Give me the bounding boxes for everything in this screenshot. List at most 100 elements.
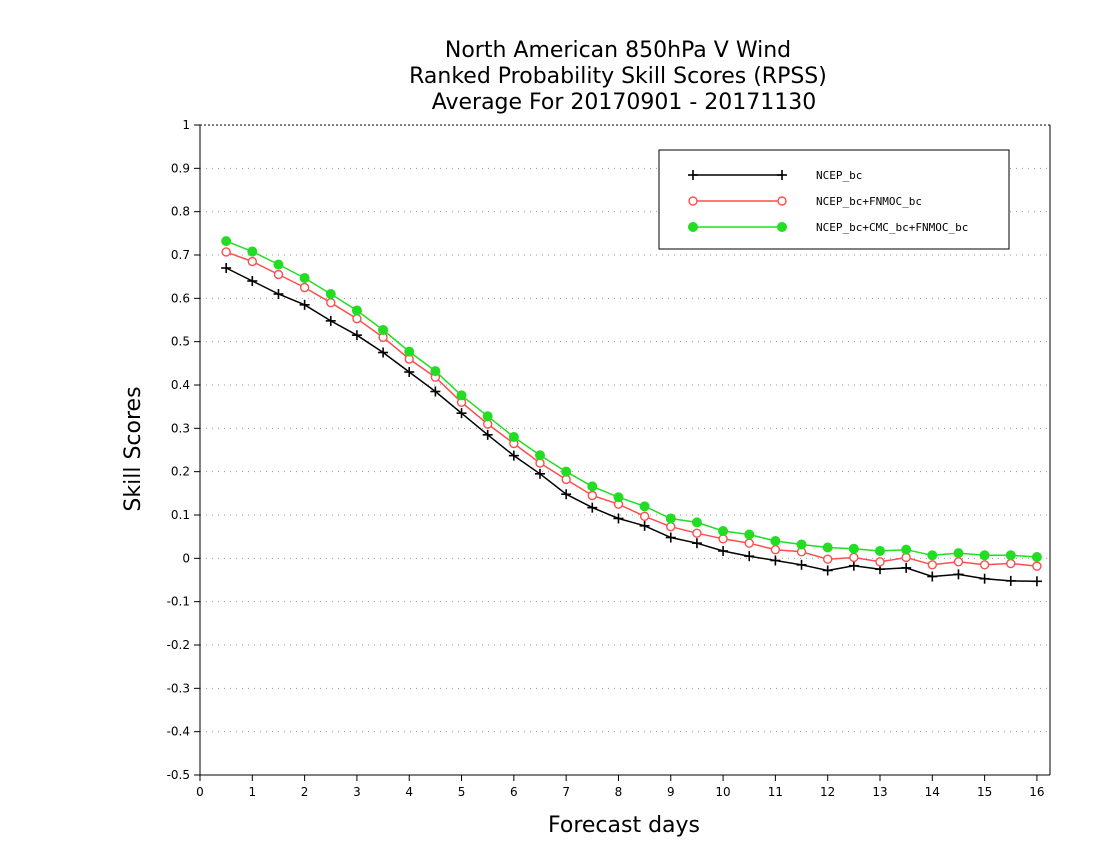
legend-box — [658, 149, 1010, 250]
point-ncep-bc-cmc-bc-fnmoc-bc — [665, 513, 676, 524]
series-ncep-bc-cmc-bc-fnmoc-bc — [221, 236, 1042, 563]
point-ncep-bc-cmc-bc-fnmoc-bc — [979, 550, 990, 561]
y-tick-label: 0.1 — [171, 508, 190, 522]
chart-title-line-3: Average For 20170901 - 20171130 — [432, 90, 817, 115]
point-ncep-bc-cmc-bc-fnmoc-bc — [378, 324, 389, 335]
chart-title: North American 850hPa V Wind Ranked Prob… — [409, 38, 827, 115]
point-ncep-bc-fnmoc-bc — [927, 560, 938, 570]
point-ncep-bc-fnmoc-bc — [979, 560, 990, 570]
point-ncep-bc-fnmoc-bc — [666, 522, 676, 532]
legend: NCEP_bc NCEP_bc+FNMOC_bc NCEP_bc+CMC_bc+FN… — [658, 149, 1010, 250]
point-ncep-bc-cmc-bc-fnmoc-bc — [691, 517, 702, 528]
point-ncep-bc-cmc-bc-fnmoc-bc — [430, 366, 441, 377]
point-ncep-bc-fnmoc-bc — [953, 557, 964, 567]
point-ncep-bc-fnmoc-bc — [561, 474, 571, 485]
chart-title-line-2: Ranked Probability Skill Scores (RPSS) — [409, 64, 827, 89]
legend-marker-start — [688, 170, 698, 180]
x-axis-label: Forecast days — [548, 813, 700, 838]
x-tick-label: 16 — [1029, 785, 1044, 799]
point-ncep-bc — [535, 468, 545, 479]
point-ncep-bc-fnmoc-bc — [744, 538, 754, 548]
point-ncep-bc — [744, 551, 755, 562]
x-tick-label: 3 — [353, 785, 361, 799]
point-ncep-bc-fnmoc-bc — [299, 282, 310, 293]
y-tick-label: -0.2 — [167, 638, 190, 652]
point-ncep-bc — [796, 559, 807, 570]
y-tick-label: 0.8 — [171, 205, 190, 219]
point-ncep-bc — [927, 571, 938, 582]
point-ncep-bc-cmc-bc-fnmoc-bc — [1005, 550, 1016, 561]
point-ncep-bc-fnmoc-bc — [1032, 561, 1042, 571]
point-ncep-bc — [979, 573, 990, 584]
chart-title-line-1: North American 850hPa V Wind — [445, 38, 791, 63]
x-tick-label: 4 — [405, 785, 413, 799]
x-tick-label: 1 — [248, 785, 256, 799]
point-ncep-bc-cmc-bc-fnmoc-bc — [299, 272, 310, 283]
point-ncep-bc-cmc-bc-fnmoc-bc — [901, 544, 912, 555]
point-ncep-bc-cmc-bc-fnmoc-bc — [770, 536, 781, 546]
point-ncep-bc — [639, 520, 650, 531]
x-tick-label: 11 — [768, 785, 783, 799]
y-tick-label: 0.2 — [171, 465, 190, 479]
point-ncep-bc-cmc-bc-fnmoc-bc — [587, 481, 598, 492]
point-ncep-bc — [482, 429, 493, 440]
point-ncep-bc — [718, 545, 729, 556]
y-tick-label: 0.7 — [171, 248, 190, 262]
point-ncep-bc-cmc-bc-fnmoc-bc — [718, 526, 729, 537]
x-tick-label: 7 — [562, 785, 570, 799]
point-ncep-bc-cmc-bc-fnmoc-bc — [404, 346, 415, 357]
point-ncep-bc-cmc-bc-fnmoc-bc — [325, 289, 336, 299]
point-ncep-bc — [691, 538, 702, 549]
point-ncep-bc — [299, 299, 310, 310]
x-tick-label: 10 — [715, 785, 730, 799]
axes — [194, 124, 1051, 781]
point-ncep-bc-fnmoc-bc — [221, 247, 231, 257]
point-ncep-bc-fnmoc-bc — [639, 511, 650, 521]
x-tick-label: 9 — [667, 785, 675, 799]
point-ncep-bc — [587, 502, 598, 513]
point-ncep-bc — [1031, 576, 1042, 587]
point-ncep-bc-fnmoc-bc — [587, 490, 598, 501]
legend-item-ncep-bc: NCEP_bc — [688, 169, 862, 182]
point-ncep-bc-cmc-bc-fnmoc-bc — [613, 492, 624, 503]
series-line-ncep-bc — [225, 267, 1037, 583]
legend-marker-end — [777, 222, 787, 232]
legend-label: NCEP_bc+CMC_bc+FNMOC_bc — [816, 221, 968, 234]
point-ncep-bc-cmc-bc-fnmoc-bc — [927, 550, 938, 561]
point-ncep-bc-cmc-bc-fnmoc-bc — [875, 545, 885, 556]
point-ncep-bc-cmc-bc-fnmoc-bc — [482, 411, 493, 422]
legend-item-ncep-bc-cmc-bc-fnmoc-bc: NCEP_bc+CMC_bc+FNMOC_bc — [688, 221, 968, 234]
gridlines — [200, 167, 1050, 733]
legend-marker-end — [777, 170, 787, 180]
point-ncep-bc-cmc-bc-fnmoc-bc — [822, 542, 833, 553]
y-tick-label: -0.5 — [167, 768, 190, 782]
point-ncep-bc-fnmoc-bc — [770, 544, 781, 555]
legend-marker-start — [688, 196, 698, 206]
y-tick-label: -0.3 — [167, 681, 190, 695]
point-ncep-bc-cmc-bc-fnmoc-bc — [744, 529, 755, 540]
point-ncep-bc-fnmoc-bc — [326, 297, 336, 308]
point-ncep-bc-cmc-bc-fnmoc-bc — [796, 539, 807, 550]
point-ncep-bc — [508, 450, 519, 461]
point-ncep-bc-cmc-bc-fnmoc-bc — [953, 548, 964, 559]
point-ncep-bc-cmc-bc-fnmoc-bc — [247, 246, 258, 257]
point-ncep-bc-cmc-bc-fnmoc-bc — [456, 390, 467, 401]
point-ncep-bc-cmc-bc-fnmoc-bc — [221, 236, 232, 247]
point-ncep-bc — [848, 560, 859, 571]
point-ncep-bc — [665, 532, 676, 543]
point-ncep-bc — [378, 347, 389, 358]
x-tick-label: 12 — [820, 785, 835, 799]
point-ncep-bc — [325, 315, 336, 326]
point-ncep-bc — [901, 562, 912, 573]
point-ncep-bc — [430, 386, 441, 397]
x-tick-label: 2 — [301, 785, 309, 799]
point-ncep-bc-fnmoc-bc — [692, 528, 702, 538]
point-ncep-bc — [351, 330, 362, 341]
point-ncep-bc — [456, 408, 467, 419]
point-ncep-bc — [613, 513, 624, 524]
point-ncep-bc-cmc-bc-fnmoc-bc — [508, 432, 519, 442]
x-tick-label: 0 — [196, 785, 204, 799]
point-ncep-bc — [953, 569, 964, 580]
x-tick-label: 14 — [925, 785, 940, 799]
